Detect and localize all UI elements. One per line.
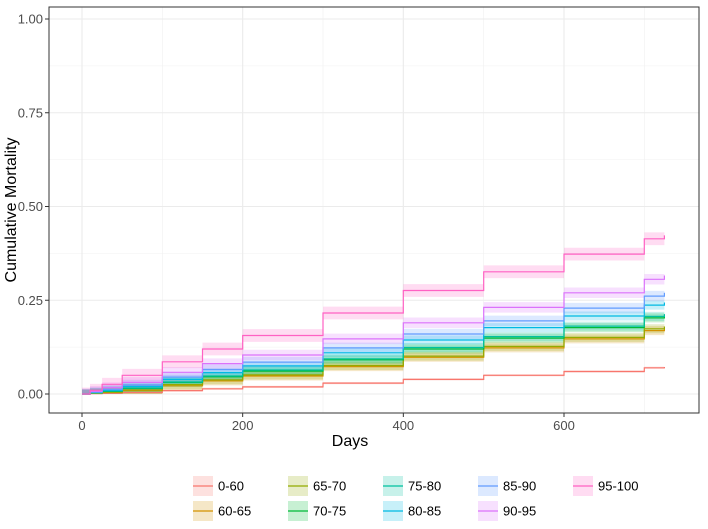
- legend-item: 85-90: [478, 476, 536, 496]
- legend-item: 75-80: [383, 476, 441, 496]
- legend-item: 90-95: [478, 501, 536, 521]
- y-tick-label: 0.50: [18, 199, 43, 214]
- legend-item: 60-65: [193, 501, 251, 521]
- legend-label: 80-85: [408, 504, 441, 519]
- legend-label: 60-65: [218, 504, 251, 519]
- series-band-95-100: [82, 229, 665, 394]
- series-line-95-100: [82, 235, 666, 395]
- legend-label: 75-80: [408, 479, 441, 494]
- plot-panel-border: [48, 6, 700, 414]
- legend-item: 80-85: [383, 501, 441, 521]
- legend-item: 0-60: [193, 476, 244, 496]
- legend: 0-60 60-65 65-70 70-75 75-80 80-85 85-90 90-95 9…: [193, 476, 638, 521]
- legend-item: 95-100: [573, 476, 638, 496]
- y-tick-label: 1.00: [18, 12, 43, 27]
- legend-label: 85-90: [503, 479, 536, 494]
- x-tick-label: 600: [553, 418, 575, 433]
- x-tick-label: 200: [232, 418, 254, 433]
- legend-label: 95-100: [598, 479, 638, 494]
- series-band-85-90: [82, 287, 665, 394]
- x-tick-label: 0: [78, 418, 85, 433]
- legend-item: 65-70: [288, 476, 346, 496]
- legend-label: 0-60: [218, 479, 244, 494]
- y-tick-label: 0.00: [18, 387, 43, 402]
- legend-label: 70-75: [313, 504, 346, 519]
- x-tick-label: 400: [392, 418, 414, 433]
- y-tick-label: 0.75: [18, 105, 43, 120]
- legend-item: 70-75: [288, 501, 346, 521]
- series-band-70-75: [82, 311, 665, 394]
- legend-label: 90-95: [503, 504, 536, 519]
- x-axis-title: Days: [332, 433, 368, 450]
- y-tick-label: 0.25: [18, 293, 43, 308]
- axis-ticks: 0 200 400 600 0.00 0.25 0.50 0.75 1.00: [18, 12, 575, 434]
- series-lines: [82, 235, 666, 395]
- legend-label: 65-70: [313, 479, 346, 494]
- y-axis-title: Cumulative Mortality: [3, 138, 20, 283]
